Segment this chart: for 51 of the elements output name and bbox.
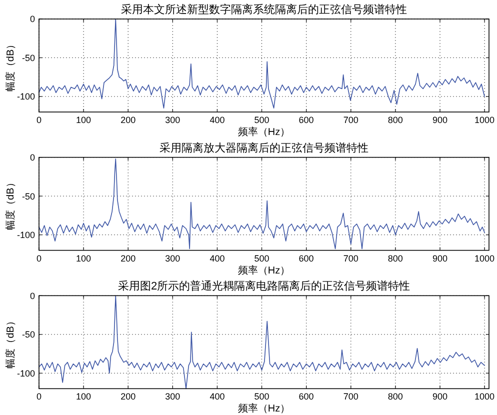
x-axis-title: 频率（Hz） (238, 126, 290, 138)
x-tick-label: 900 (432, 253, 448, 264)
x-tick-label: 800 (388, 392, 403, 402)
x-tick-label: 400 (210, 392, 225, 402)
x-tick-label: 600 (298, 392, 314, 402)
x-tick-label: 600 (298, 253, 314, 264)
y-tick-label: -100 (16, 230, 35, 240)
x-tick-label: 500 (254, 115, 270, 125)
y-axis-title: 幅度（dB） (4, 316, 17, 368)
x-tick-label: 100 (76, 115, 92, 125)
x-tick-label: 200 (120, 115, 136, 125)
x-tick-label: 600 (298, 115, 314, 125)
x-tick-label: 0 (36, 253, 42, 264)
x-tick-label: 700 (343, 115, 358, 125)
x-tick-label: 100 (76, 253, 92, 264)
x-tick-label: 900 (432, 115, 448, 125)
chart-title: 采用隔离放大器隔离后的正弦信号频谱特性 (160, 141, 368, 154)
x-tick-label: 300 (165, 253, 180, 264)
x-tick-label: 100 (76, 392, 92, 402)
x-tick-label: 0 (36, 392, 42, 402)
x-tick-label: 1000 (474, 115, 495, 125)
x-tick-label: 400 (210, 253, 225, 264)
x-axis-title: 频率（Hz） (238, 264, 290, 276)
x-tick-label: 800 (388, 115, 403, 125)
y-tick-label: -50 (22, 52, 35, 63)
y-tick-label: -50 (22, 191, 35, 202)
x-tick-label: 500 (254, 392, 270, 402)
x-tick-label: 1000 (474, 253, 495, 264)
y-axis-title: 幅度（dB） (4, 39, 17, 92)
x-axis-title: 频率（Hz） (238, 402, 290, 415)
x-tick-label: 700 (343, 392, 358, 402)
y-tick-label: 0 (30, 290, 35, 301)
x-tick-label: 300 (165, 392, 180, 402)
x-tick-label: 200 (120, 253, 136, 264)
x-tick-label: 1000 (474, 392, 495, 402)
x-tick-label: 500 (254, 253, 270, 264)
x-tick-label: 800 (388, 253, 403, 264)
x-tick-label: 200 (120, 392, 136, 402)
x-tick-label: 700 (343, 253, 358, 264)
x-tick-label: 900 (432, 392, 448, 402)
chart-title: 采用本文所述新型数字隔离系统隔离后的正弦信号频谱特性 (121, 3, 407, 16)
y-tick-label: -50 (22, 330, 35, 340)
y-tick-label: 0 (30, 14, 35, 24)
x-tick-label: 400 (210, 115, 225, 125)
x-tick-label: 0 (36, 115, 42, 125)
y-tick-label: -100 (16, 368, 35, 378)
chart-title: 采用图2所示的普通光耦隔离电路隔离后的正弦信号频谱特性 (118, 280, 410, 293)
y-axis-title: 幅度（dB） (4, 178, 17, 230)
x-tick-label: 300 (165, 115, 180, 125)
y-tick-label: 0 (30, 152, 35, 163)
y-tick-label: -100 (16, 92, 35, 102)
